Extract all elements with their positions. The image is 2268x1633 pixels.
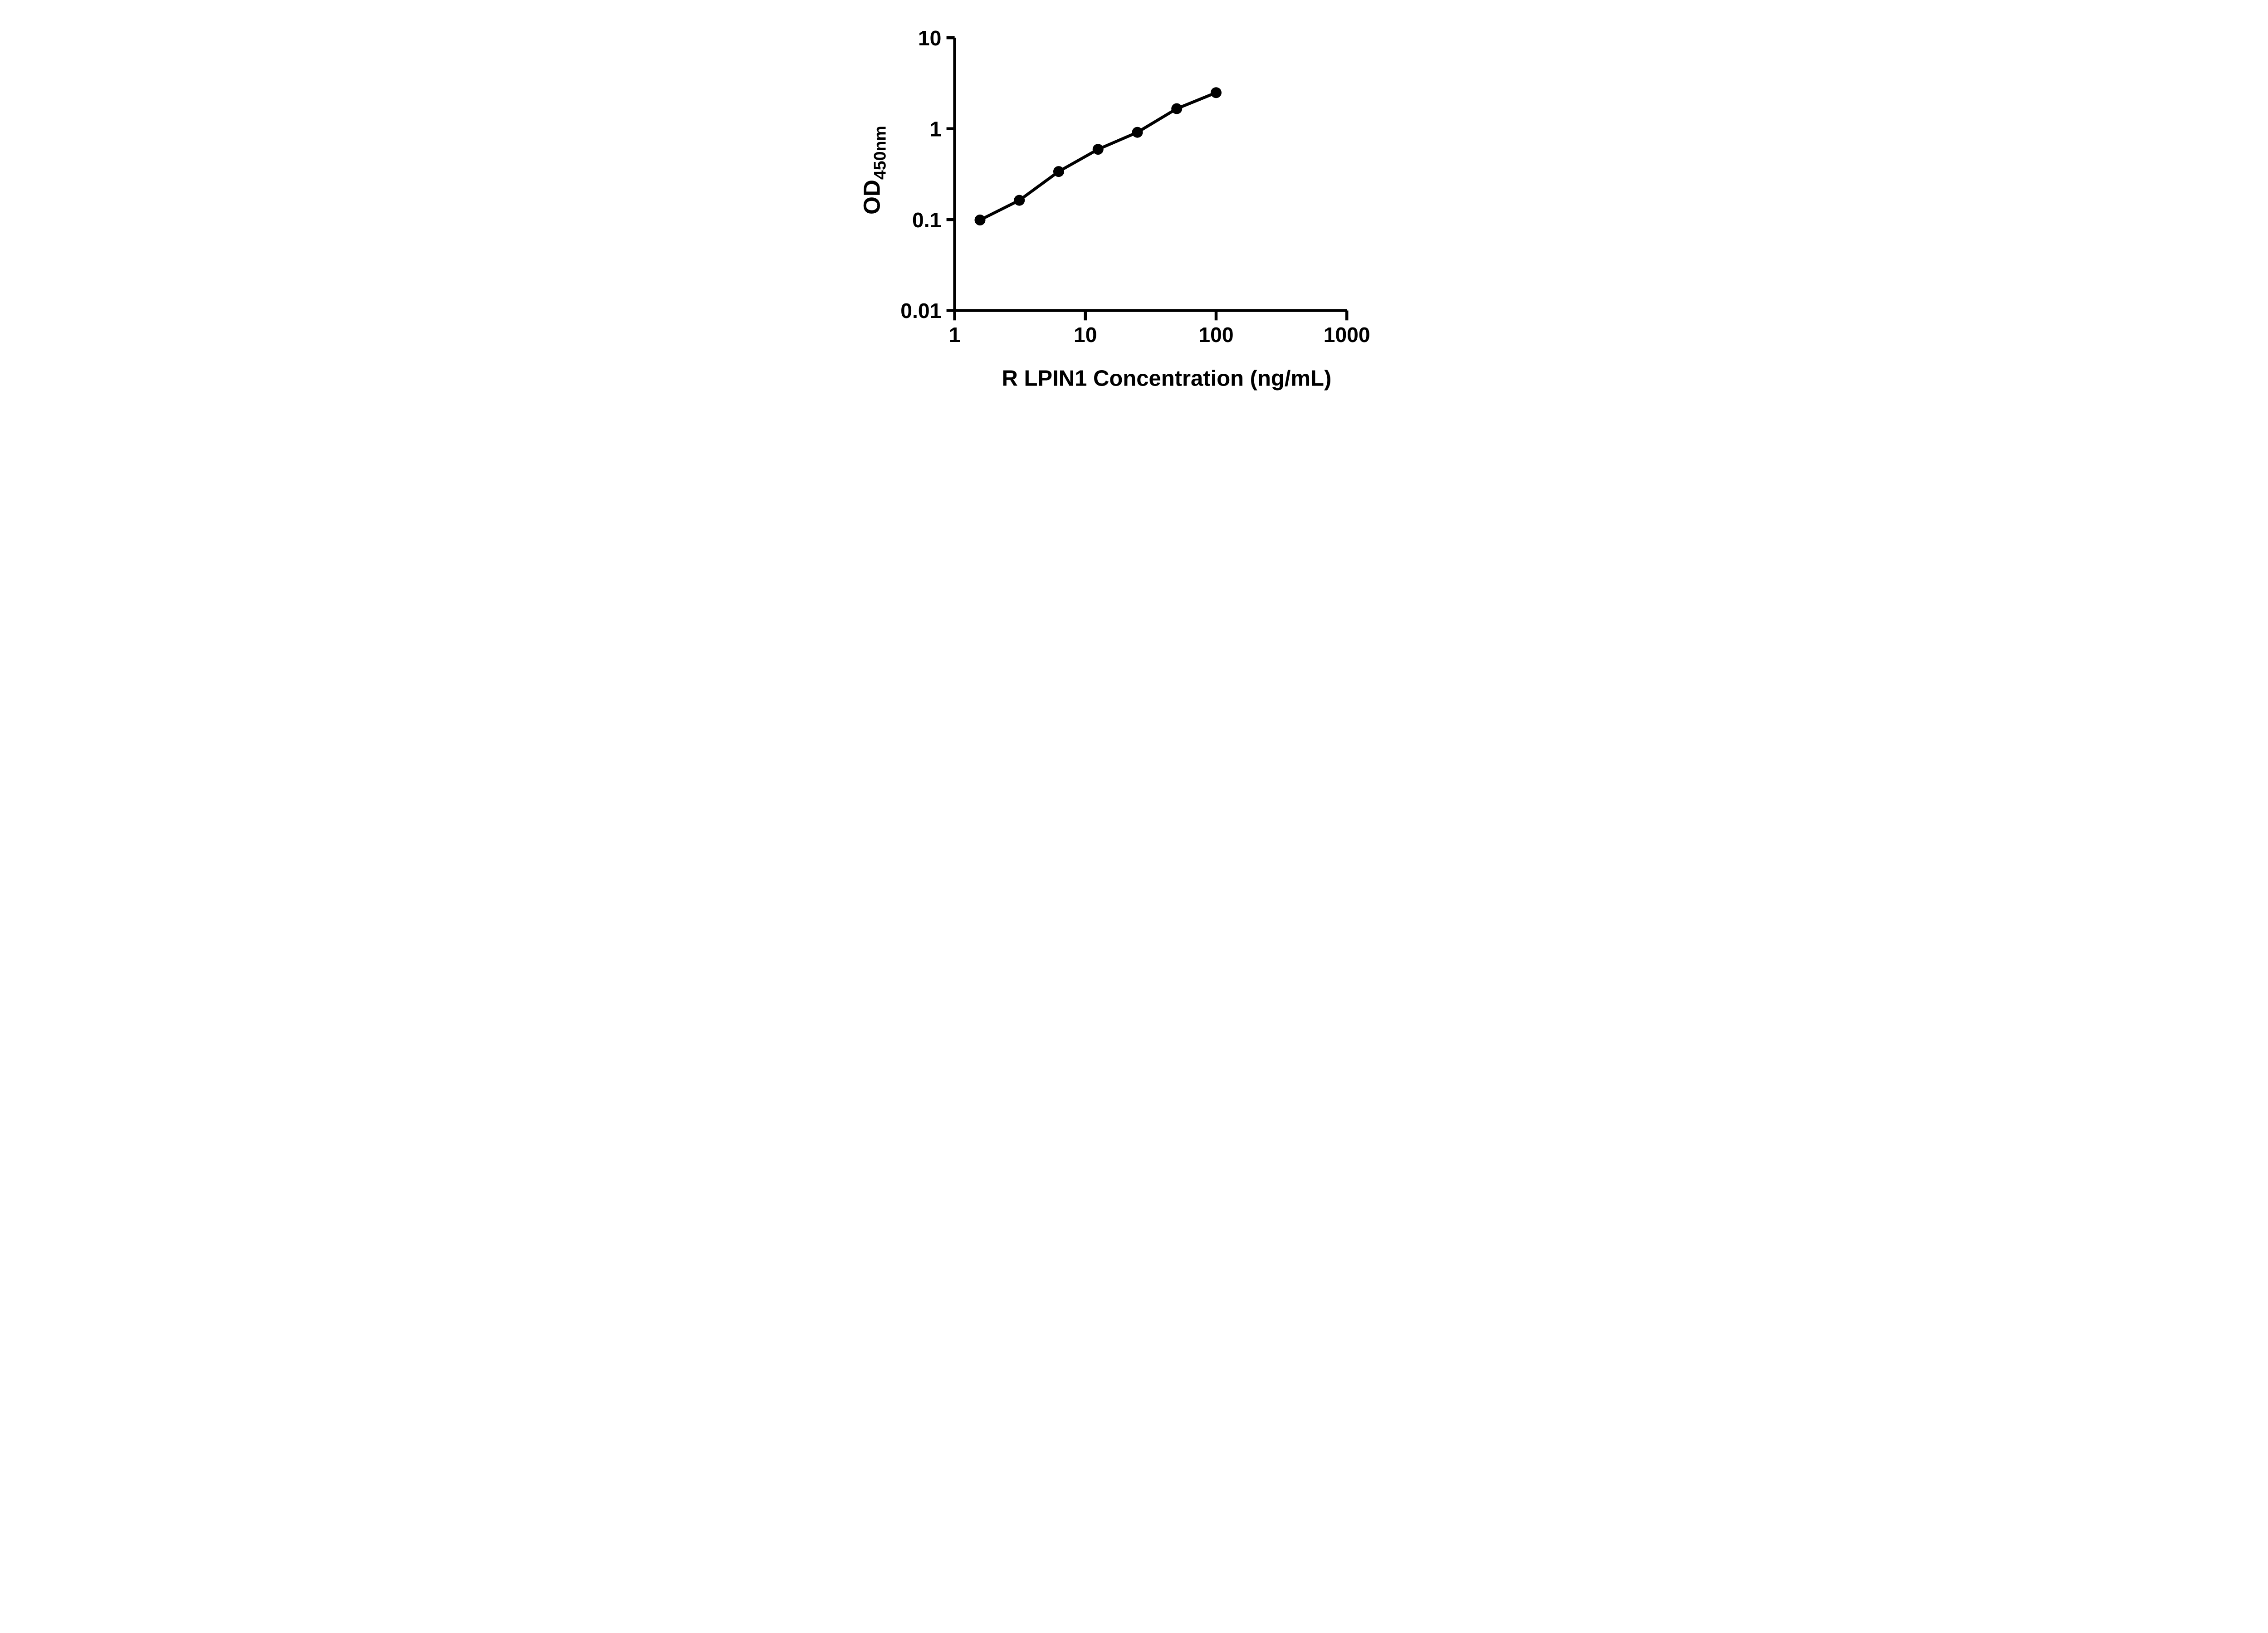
y-axis-title-subscript: 450nm [870, 126, 890, 180]
axes-lines [953, 38, 1347, 312]
standard-curve-chart: 10 1 0.1 0.01 1 10 100 1000 R LPIN1 Concentratio… [842, 0, 1426, 409]
data-point [1171, 103, 1183, 114]
data-point [1132, 127, 1143, 138]
data-point [1053, 166, 1064, 177]
y-tick-label: 10 [918, 26, 941, 50]
elisa-standard-curve-figure: 10 1 0.1 0.01 1 10 100 1000 R LPIN1 Concentratio… [842, 0, 1426, 409]
data-point [1210, 87, 1222, 98]
data-point [1014, 195, 1025, 206]
y-tick-label: 0.01 [900, 299, 941, 323]
page: { "figure": { "background": "#ffffff", "… [0, 0, 2268, 409]
x-tick-label: 1 [949, 323, 961, 347]
x-axis-title: R LPIN1 Concentration (ng/mL) [1002, 366, 1331, 391]
x-tick-label: 1000 [1324, 323, 1370, 347]
y-axis-title-main: OD [859, 180, 885, 215]
x-tick-label: 10 [1074, 323, 1097, 347]
data-point [974, 214, 986, 225]
y-tick-label: 1 [930, 117, 942, 141]
x-tick-label: 100 [1198, 323, 1233, 347]
data-point [1092, 144, 1104, 155]
y-tick-label: 0.1 [912, 208, 941, 232]
y-axis-title: OD450nm [859, 126, 890, 215]
